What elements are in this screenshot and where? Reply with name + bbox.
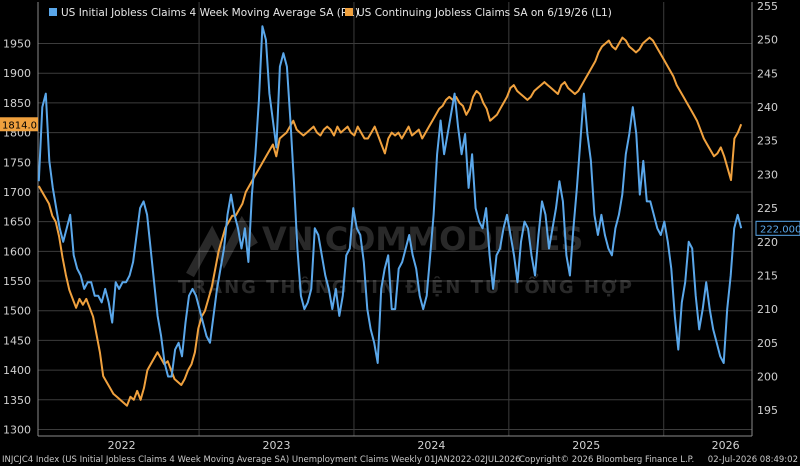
left-tick-label: 1450	[3, 334, 31, 347]
footer: INJCJC4 Index (US Initial Jobless Claims…	[2, 455, 798, 465]
right-tick-label: 225	[757, 202, 778, 215]
watermark-subtitle: TRANG THÔNG TIN ĐIỆN TỬ TỔNG HỢP	[178, 273, 634, 298]
right-tick-label: 245	[757, 67, 778, 80]
left-tick-label: 1350	[3, 394, 31, 407]
left-axis: 1300 1350 1400 1450 1500 1550 1600 1650 1700 1750…	[3, 38, 31, 437]
right-tick-label: 210	[757, 303, 778, 316]
right-tick-label: 195	[757, 404, 778, 417]
footer-source: INJCJC4 Index (US Initial Jobless Claims…	[2, 455, 521, 465]
legend-swatch-initial	[49, 8, 57, 16]
year-label-2023: 2023	[263, 439, 291, 452]
legend-label-initial: US Initial Jobless Claims 4 Week Moving …	[61, 7, 359, 19]
tag-initial: 222.000	[755, 220, 800, 236]
right-tick-label: 205	[757, 337, 778, 350]
left-tick-label: 1700	[3, 186, 31, 199]
left-tick-label: 1300	[3, 424, 31, 437]
right-tick-label: 240	[757, 101, 778, 114]
year-label-2024: 2024	[417, 439, 445, 452]
left-tick-label: 1550	[3, 275, 31, 288]
right-tick-label: 235	[757, 135, 778, 148]
tag-continuing-bg	[0, 117, 38, 132]
right-tick-label: 200	[757, 371, 778, 384]
right-tick-label: 220	[757, 236, 778, 249]
left-tick-label: 1600	[3, 245, 31, 258]
left-tick-label: 1650	[3, 216, 31, 229]
left-tick-label: 1950	[3, 38, 31, 51]
left-tick-label: 1750	[3, 156, 31, 169]
left-tick-label: 1850	[3, 97, 31, 110]
series-continuing-claims	[37, 36, 743, 407]
tag-continuing: 1814.0	[0, 117, 38, 132]
left-tick-label: 1900	[3, 67, 31, 80]
footer-timestamp: 02-Jul-2026 08:49:02	[708, 455, 798, 465]
last-value-tags: 1814.0 222.000	[0, 117, 800, 236]
legend-label-continuing: US Continuing Jobless Claims SA on 6/19/…	[357, 7, 612, 19]
right-tick-label: 250	[757, 34, 778, 47]
series-initial-claims	[37, 25, 743, 378]
right-axis: 195 200 205 210 215 220 225 230 235 240 245 250 255	[757, 0, 778, 417]
left-tick-label: 1400	[3, 364, 31, 377]
tag-initial-bg	[755, 220, 800, 236]
year-label-2026: 2026	[712, 439, 740, 452]
left-tick-label: 1500	[3, 305, 31, 318]
footer-copyright: Copyright© 2026 Bloomberg Finance L.P.	[519, 455, 694, 465]
legend: US Initial Jobless Claims 4 Week Moving …	[49, 7, 612, 19]
year-label-2025: 2025	[572, 439, 600, 452]
tag-initial-value: 222.000	[760, 224, 800, 235]
watermark-title: VN COMMODITIES	[262, 220, 583, 258]
right-tick-label: 230	[757, 168, 778, 181]
grid-lines	[37, 2, 753, 437]
right-tick-label: 255	[757, 0, 778, 13]
series-layer	[37, 25, 743, 407]
right-tick-label: 215	[757, 269, 778, 282]
x-axis: 2022 2023 2024 2025 2026	[108, 439, 740, 452]
year-label-2022: 2022	[108, 439, 136, 452]
tag-continuing-value: 1814.0	[2, 120, 37, 131]
legend-swatch-continuing	[345, 8, 353, 16]
